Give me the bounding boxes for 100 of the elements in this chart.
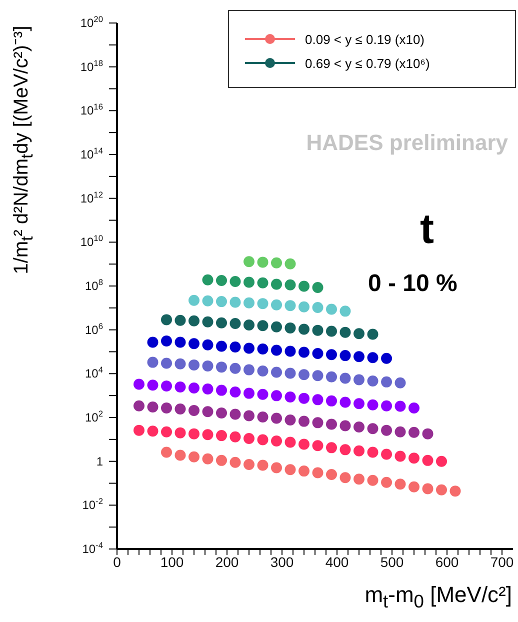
x-tick-label: 200: [215, 554, 239, 570]
point: [436, 484, 447, 496]
point: [450, 486, 461, 497]
point: [284, 392, 296, 403]
point: [408, 426, 420, 438]
point: [394, 426, 406, 438]
y-tick-label: 10$^{4}$: [84, 364, 104, 381]
point: [134, 400, 144, 412]
point: [257, 365, 268, 376]
x-tick-label: 300: [270, 554, 294, 570]
y-tick-label: 1: [96, 454, 104, 468]
point: [257, 460, 268, 471]
point: [216, 454, 227, 466]
point: [174, 427, 186, 438]
point: [367, 423, 378, 434]
point: [174, 450, 186, 461]
y-tick-label: 10$^{2}$: [84, 408, 104, 424]
point: [381, 376, 392, 388]
point: [244, 297, 254, 308]
point: [161, 446, 172, 458]
point: [354, 474, 364, 485]
point: [271, 435, 282, 446]
annotation: 0 - 10 %: [368, 270, 458, 298]
point: [244, 319, 254, 330]
point: [298, 369, 310, 380]
point: [161, 402, 172, 414]
x-tick-label: 0: [113, 554, 122, 570]
point: [340, 420, 351, 432]
point: [230, 318, 241, 330]
point: [244, 342, 254, 354]
point: [312, 467, 324, 478]
point: [354, 398, 364, 410]
point: [244, 364, 254, 376]
point: [422, 483, 434, 494]
point: [188, 428, 200, 440]
point: [284, 258, 296, 270]
point: [284, 322, 296, 334]
point: [202, 406, 214, 418]
point: [394, 400, 406, 412]
point: [134, 424, 144, 436]
point: [161, 314, 172, 326]
point: [257, 412, 268, 423]
point: [326, 395, 337, 406]
point: [354, 351, 364, 362]
point: [202, 316, 214, 328]
point: [188, 315, 200, 326]
legend-label: 0.69 < y ≤ 0.79 (x10⁶): [305, 56, 430, 70]
point: [284, 414, 296, 426]
x-tick-label: 100: [160, 554, 184, 570]
point: [271, 299, 282, 310]
point: [436, 456, 447, 467]
point: [381, 352, 392, 364]
point: [161, 380, 172, 392]
point: [326, 304, 337, 315]
annotation: t: [420, 205, 434, 253]
y-tick-label: 10$^{6}$: [84, 320, 104, 337]
point: [216, 362, 227, 373]
point: [147, 356, 158, 368]
point: [188, 404, 200, 416]
point: [298, 438, 310, 450]
point: [202, 360, 214, 372]
point: [394, 478, 406, 490]
point: [161, 426, 172, 438]
point: [367, 446, 378, 458]
x-tick-label: 500: [380, 554, 404, 570]
point: [367, 399, 378, 410]
point: [367, 328, 378, 340]
point: [298, 324, 310, 335]
point: [298, 301, 310, 312]
point: [257, 388, 268, 400]
y-tick-label: 10$^{10}$: [80, 233, 104, 250]
x-axis-title: m$_{t}$-m$_{0}$ [MeV/c²]: [364, 582, 512, 612]
point: [312, 324, 324, 336]
point: [202, 339, 214, 350]
point: [381, 400, 392, 412]
point: [312, 370, 324, 382]
point: [312, 282, 324, 294]
y-tick-label: 10$^{18}$: [80, 58, 104, 74]
point: [244, 410, 254, 422]
point: [271, 257, 282, 268]
point: [174, 382, 186, 393]
point: [312, 417, 324, 428]
point: [298, 466, 310, 477]
point: [394, 450, 406, 462]
point: [202, 274, 214, 286]
point: [230, 408, 241, 420]
point: [312, 348, 324, 360]
legend-label: 0.09 < y ≤ 0.19 (x10): [305, 32, 425, 46]
point: [244, 256, 254, 268]
point: [326, 349, 337, 360]
x-tick-label: 600: [435, 554, 459, 570]
y-tick-label: 10$^{20}$: [80, 14, 104, 30]
point: [188, 359, 200, 370]
point: [230, 456, 241, 468]
point: [354, 374, 364, 386]
point: [216, 384, 227, 396]
point: [298, 280, 310, 292]
point: [381, 476, 392, 488]
y-tick-label: 10$^{16}$: [80, 102, 104, 118]
point: [284, 279, 296, 290]
